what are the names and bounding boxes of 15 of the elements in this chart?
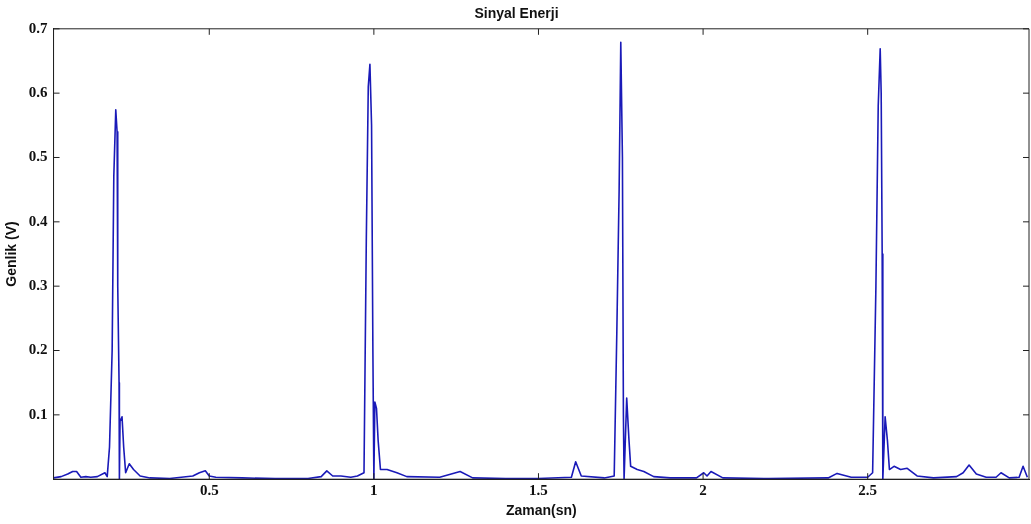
- y-tick-label: 0.2: [28, 341, 48, 358]
- x-axis-title: Zaman(sn): [505, 502, 577, 519]
- x-tick-label: 2: [699, 482, 707, 499]
- y-tick-label: 0.7: [28, 19, 49, 36]
- chart-title: Sinyal Enerji: [474, 5, 559, 22]
- y-axis-title: Genlik (V): [3, 221, 20, 287]
- y-tick-label: 0.3: [28, 277, 48, 294]
- x-tick-label: 1.5: [529, 482, 548, 499]
- x-tick-label: 1: [370, 482, 378, 499]
- y-tick-label: 0.1: [28, 405, 48, 422]
- x-tick-label: 0.5: [199, 482, 219, 499]
- y-tick-label: 0.4: [28, 212, 49, 229]
- x-tick-label: 2.5: [858, 482, 878, 499]
- y-tick-label: 0.5: [28, 148, 48, 165]
- y-tick-label: 0.6: [28, 84, 49, 101]
